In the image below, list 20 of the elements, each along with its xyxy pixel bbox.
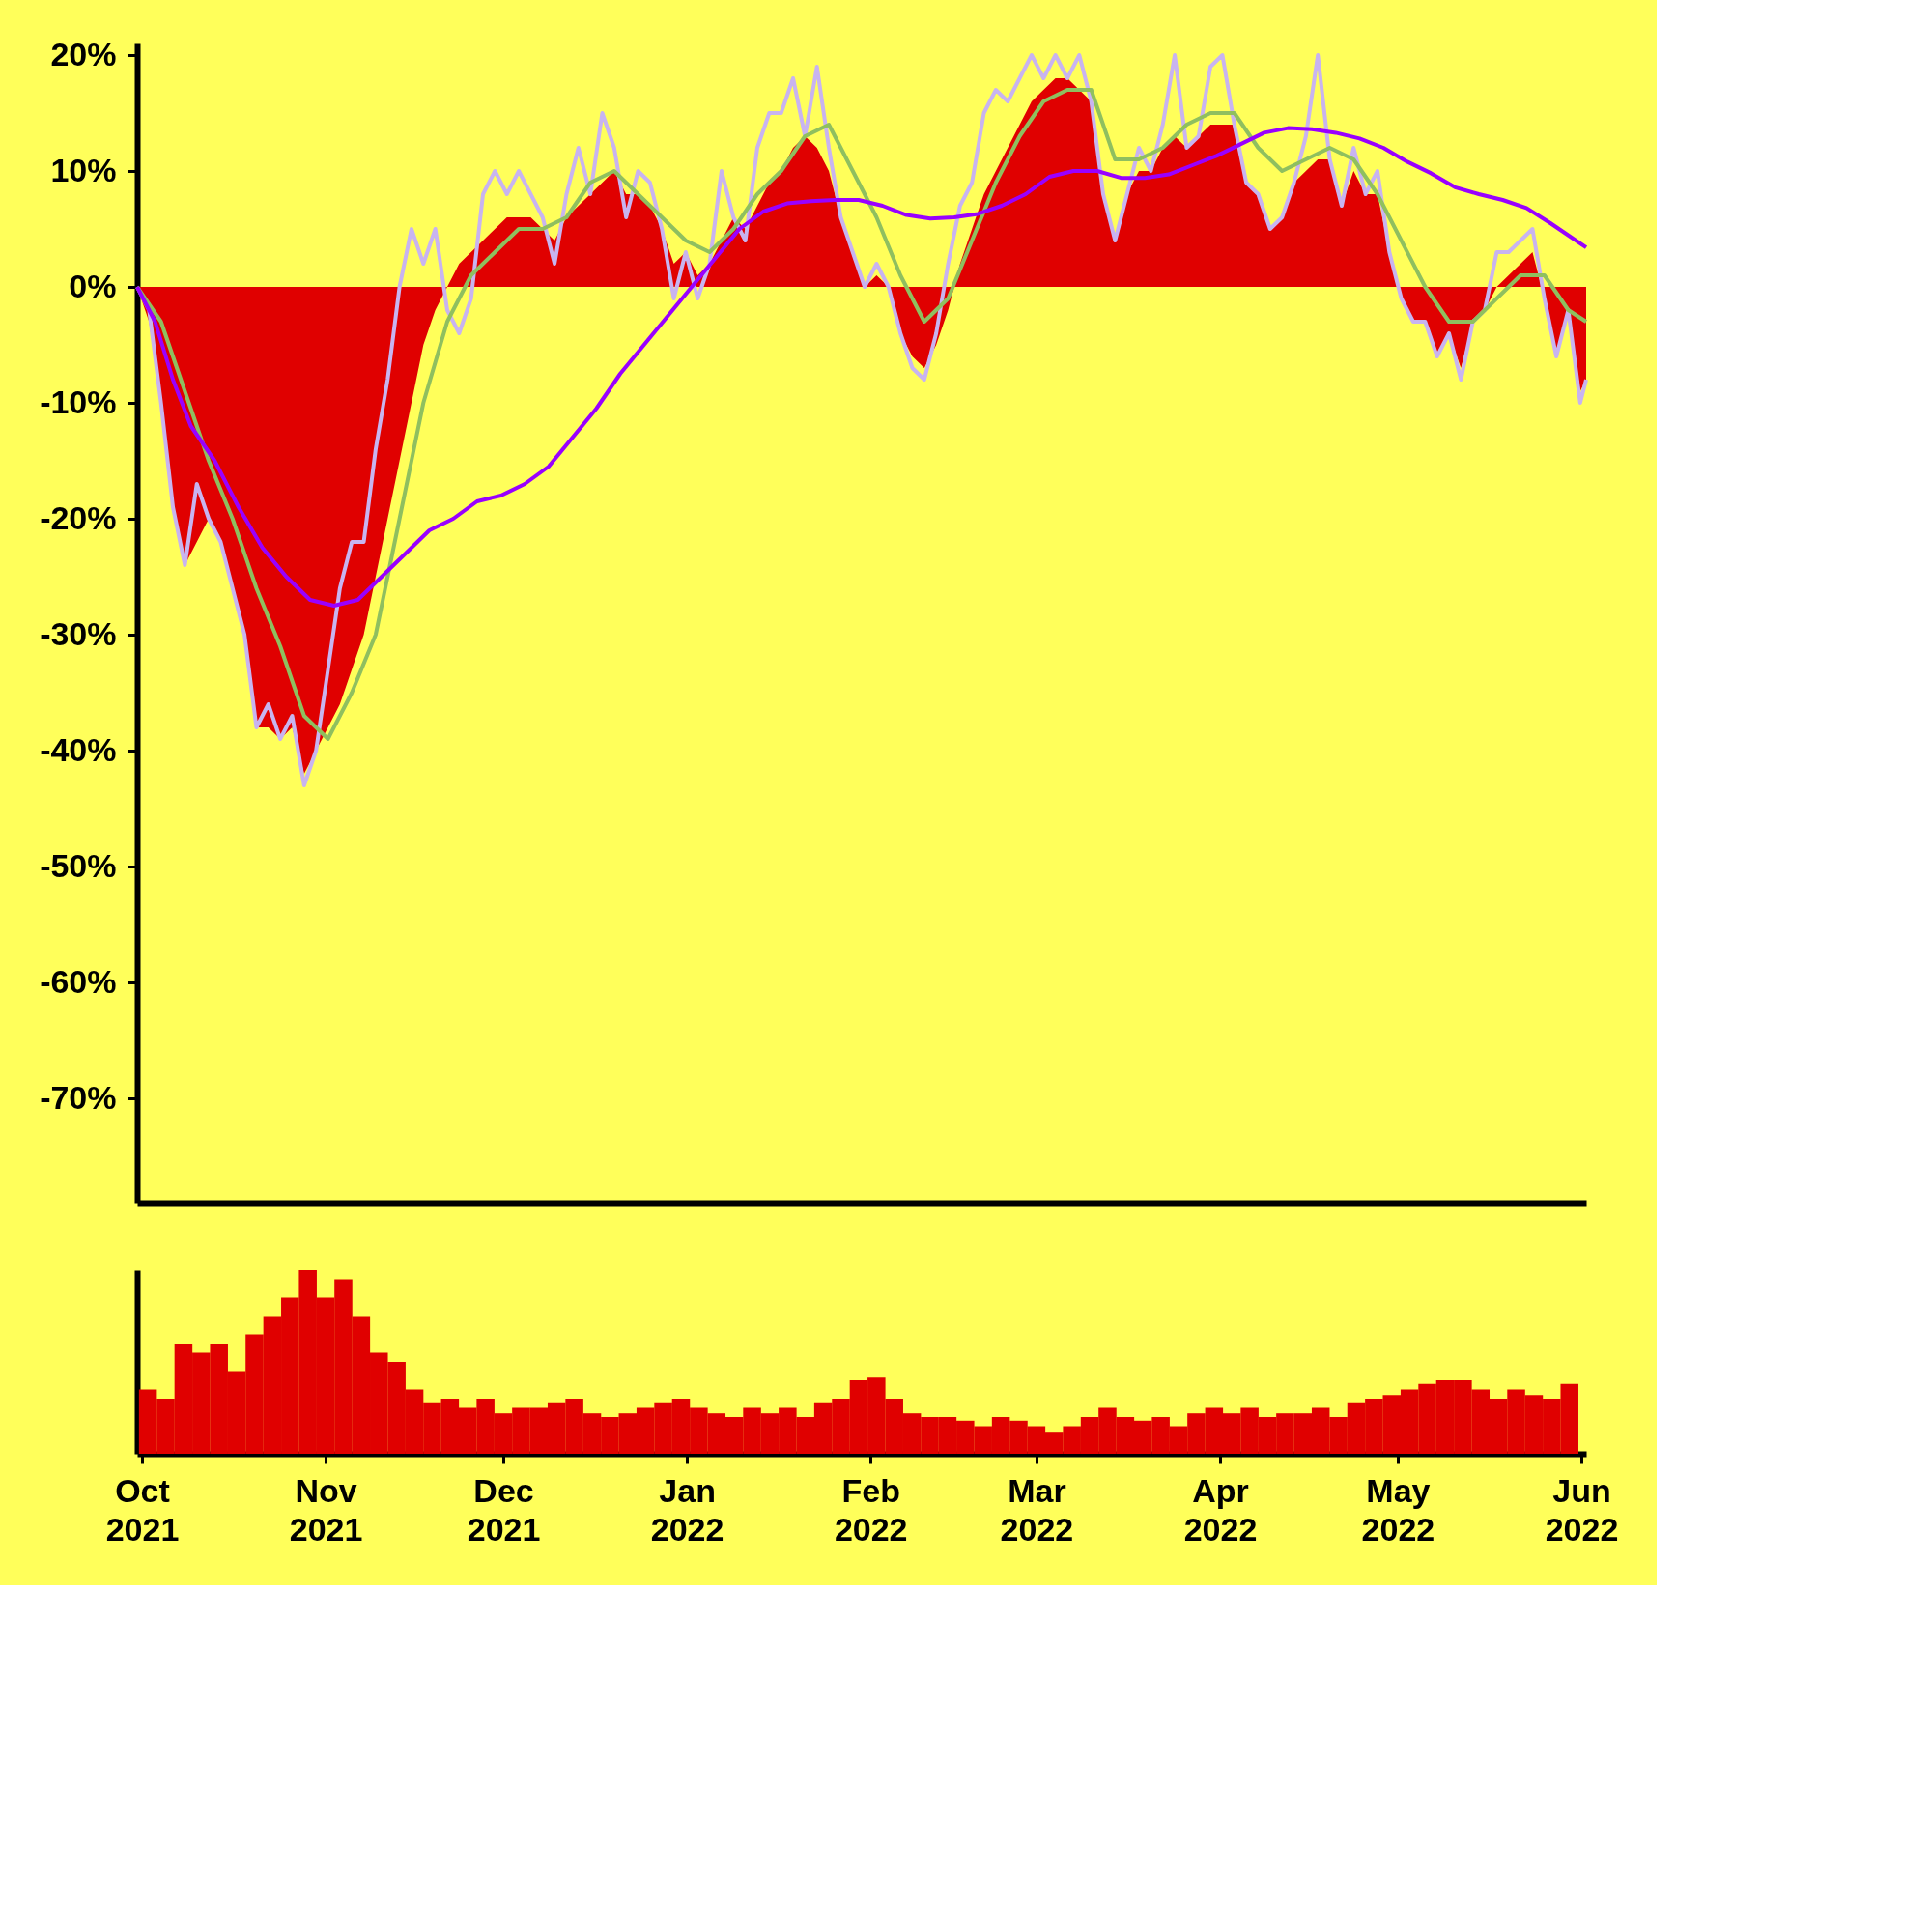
x-tick-label: Feb 2022 — [834, 1471, 908, 1548]
x-tick-label: May 2022 — [1361, 1471, 1435, 1548]
y-tick-label: 20% — [50, 35, 117, 72]
y-tick-label: -10% — [40, 383, 117, 420]
x-tick-label: Dec 2021 — [467, 1471, 541, 1548]
y-tick-label: -50% — [40, 846, 117, 884]
y-tick-label: -40% — [40, 730, 117, 768]
x-tick-label: Apr 2022 — [1183, 1471, 1258, 1548]
x-tick-label: Mar 2022 — [1000, 1471, 1074, 1548]
x-tick-label: Jan 2022 — [650, 1471, 724, 1548]
x-tick-label: Nov 2021 — [289, 1471, 363, 1548]
y-tick-label: 10% — [50, 151, 117, 188]
y-tick-label: -30% — [40, 614, 117, 652]
y-tick-label: -20% — [40, 498, 117, 536]
y-tick-label: 0% — [69, 267, 117, 304]
x-tick-label: Jun 2022 — [1545, 1471, 1619, 1548]
y-tick-label: -60% — [40, 962, 117, 1000]
y-tick-label: -70% — [40, 1078, 117, 1116]
x-tick-label: Oct 2021 — [105, 1471, 180, 1548]
line-series — [135, 126, 1588, 608]
